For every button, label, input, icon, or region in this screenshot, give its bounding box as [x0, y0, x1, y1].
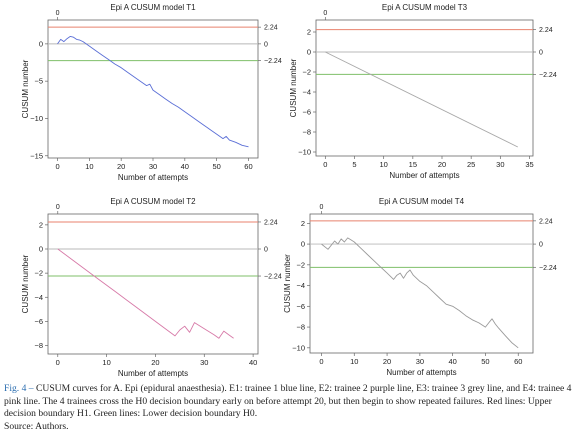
x-tick-label: 0	[323, 160, 327, 169]
right-tick-label: 2.24	[539, 27, 553, 34]
x-tick-label: 0	[319, 357, 323, 366]
y-tick-label: −2	[296, 260, 305, 269]
right-tick-label: 0	[539, 242, 543, 249]
right-tick-label: −2.24	[539, 265, 557, 272]
figure-caption: Fig. 4 – CUSUM curves for A. Epi (epidur…	[4, 383, 576, 433]
y-tick-label: −8	[296, 323, 305, 332]
x-tick-label: 50	[212, 162, 220, 171]
cusum-series-line	[57, 248, 234, 339]
plot-frame	[309, 213, 534, 354]
x-axis-label: Number of attempts	[118, 173, 188, 182]
cusum-series-line	[321, 237, 519, 349]
y-tick-label: −10	[298, 148, 311, 157]
y-tick-label: −10	[30, 114, 43, 123]
x-tick-label: 30	[149, 162, 157, 171]
x-tick-label: 5	[352, 160, 356, 169]
y-tick-label: 0	[39, 245, 43, 254]
y-tick-label: −4	[302, 88, 311, 97]
y-axis-label: CUSUM number	[289, 58, 298, 117]
x-tick-label: 40	[448, 357, 456, 366]
right-tick-label: −2.24	[264, 274, 282, 281]
y-tick-label: −6	[302, 108, 311, 117]
right-tick-label: 2.24	[264, 219, 278, 226]
x-tick-label: 10	[102, 358, 110, 367]
x-tick-label: 10	[379, 160, 387, 169]
y-tick-label: 2	[307, 28, 311, 37]
chart-t1: Epi A CUSUM model T1 0 2.24 0 −2.24 0 10 20 30 40…	[21, 3, 282, 182]
x-tick-label: 0	[56, 358, 60, 367]
cusum-series-line	[57, 35, 249, 148]
y-axis-label: CUSUM number	[21, 254, 30, 313]
x-tick-label: 60	[244, 162, 252, 171]
x-tick-label: 40	[249, 358, 257, 367]
caption-label: Fig. 4 –	[4, 383, 34, 394]
y-axis-label: CUSUM number	[21, 59, 30, 118]
y-tick-label: 2	[39, 220, 43, 229]
right-tick-label: 2.24	[539, 218, 553, 225]
right-tick-label: 0	[264, 247, 268, 254]
caption-source: Source: Authors.	[4, 420, 69, 432]
chart-title: Epi A CUSUM model T4	[379, 197, 465, 206]
y-tick-label: 2	[301, 219, 305, 228]
x-tick-label: 10	[350, 357, 358, 366]
x-tick-label: 25	[467, 160, 475, 169]
y-tick-label: −4	[34, 293, 43, 302]
x-tick-label: 60	[514, 357, 522, 366]
chart-title: Epi A CUSUM model T2	[110, 197, 196, 206]
y-tick-label: 0	[39, 39, 43, 48]
x-tick-label: 30	[200, 358, 208, 367]
right-tick-label: 2.24	[264, 25, 278, 32]
y-tick-label: −10	[292, 343, 305, 352]
x-axis-label: Number of attempts	[389, 171, 459, 180]
x-tick-label: 35	[525, 160, 533, 169]
y-tick-label: −2	[302, 68, 311, 77]
right-tick-label: −2.24	[539, 72, 557, 79]
right-tick-label: 0	[264, 41, 268, 48]
x-tick-label: 0	[55, 162, 59, 171]
chart-title: Epi A CUSUM model T1	[110, 3, 196, 12]
x-tick-label: 50	[481, 357, 489, 366]
y-axis-label: CUSUM number	[283, 254, 292, 313]
top-tick-label: 0	[56, 10, 60, 17]
y-tick-label: −4	[296, 281, 305, 290]
y-tick-label: −6	[296, 302, 305, 311]
x-tick-label: 20	[151, 358, 159, 367]
y-tick-label: −8	[34, 341, 43, 350]
top-tick-label: 0	[323, 10, 327, 17]
plot-frame	[47, 213, 259, 355]
y-tick-label: −8	[302, 128, 311, 137]
right-tick-label: 0	[539, 50, 543, 57]
x-tick-label: 40	[181, 162, 189, 171]
top-tick-label: 0	[320, 204, 324, 211]
x-tick-label: 15	[409, 160, 417, 169]
y-tick-label: 0	[301, 240, 305, 249]
cusum-series-line	[325, 51, 518, 148]
caption-text: CUSUM curves for A. Epi (epidural anaest…	[4, 383, 572, 420]
y-tick-label: −15	[30, 151, 43, 160]
x-axis-label: Number of attempts	[118, 369, 188, 378]
x-tick-label: 30	[496, 160, 504, 169]
x-tick-label: 10	[85, 162, 93, 171]
x-axis-label: Number of attempts	[386, 368, 456, 377]
plot-frame	[315, 19, 534, 157]
right-tick-label: −2.24	[264, 58, 282, 65]
x-tick-label: 20	[117, 162, 125, 171]
x-tick-label: 30	[416, 357, 424, 366]
y-tick-label: −2	[34, 269, 43, 278]
x-tick-label: 20	[438, 160, 446, 169]
y-tick-label: −6	[34, 317, 43, 326]
y-tick-label: −5	[34, 77, 43, 86]
y-tick-label: 0	[307, 48, 311, 57]
x-tick-label: 20	[383, 357, 391, 366]
top-tick-label: 0	[56, 204, 60, 211]
chart-title: Epi A CUSUM model T3	[382, 3, 468, 12]
